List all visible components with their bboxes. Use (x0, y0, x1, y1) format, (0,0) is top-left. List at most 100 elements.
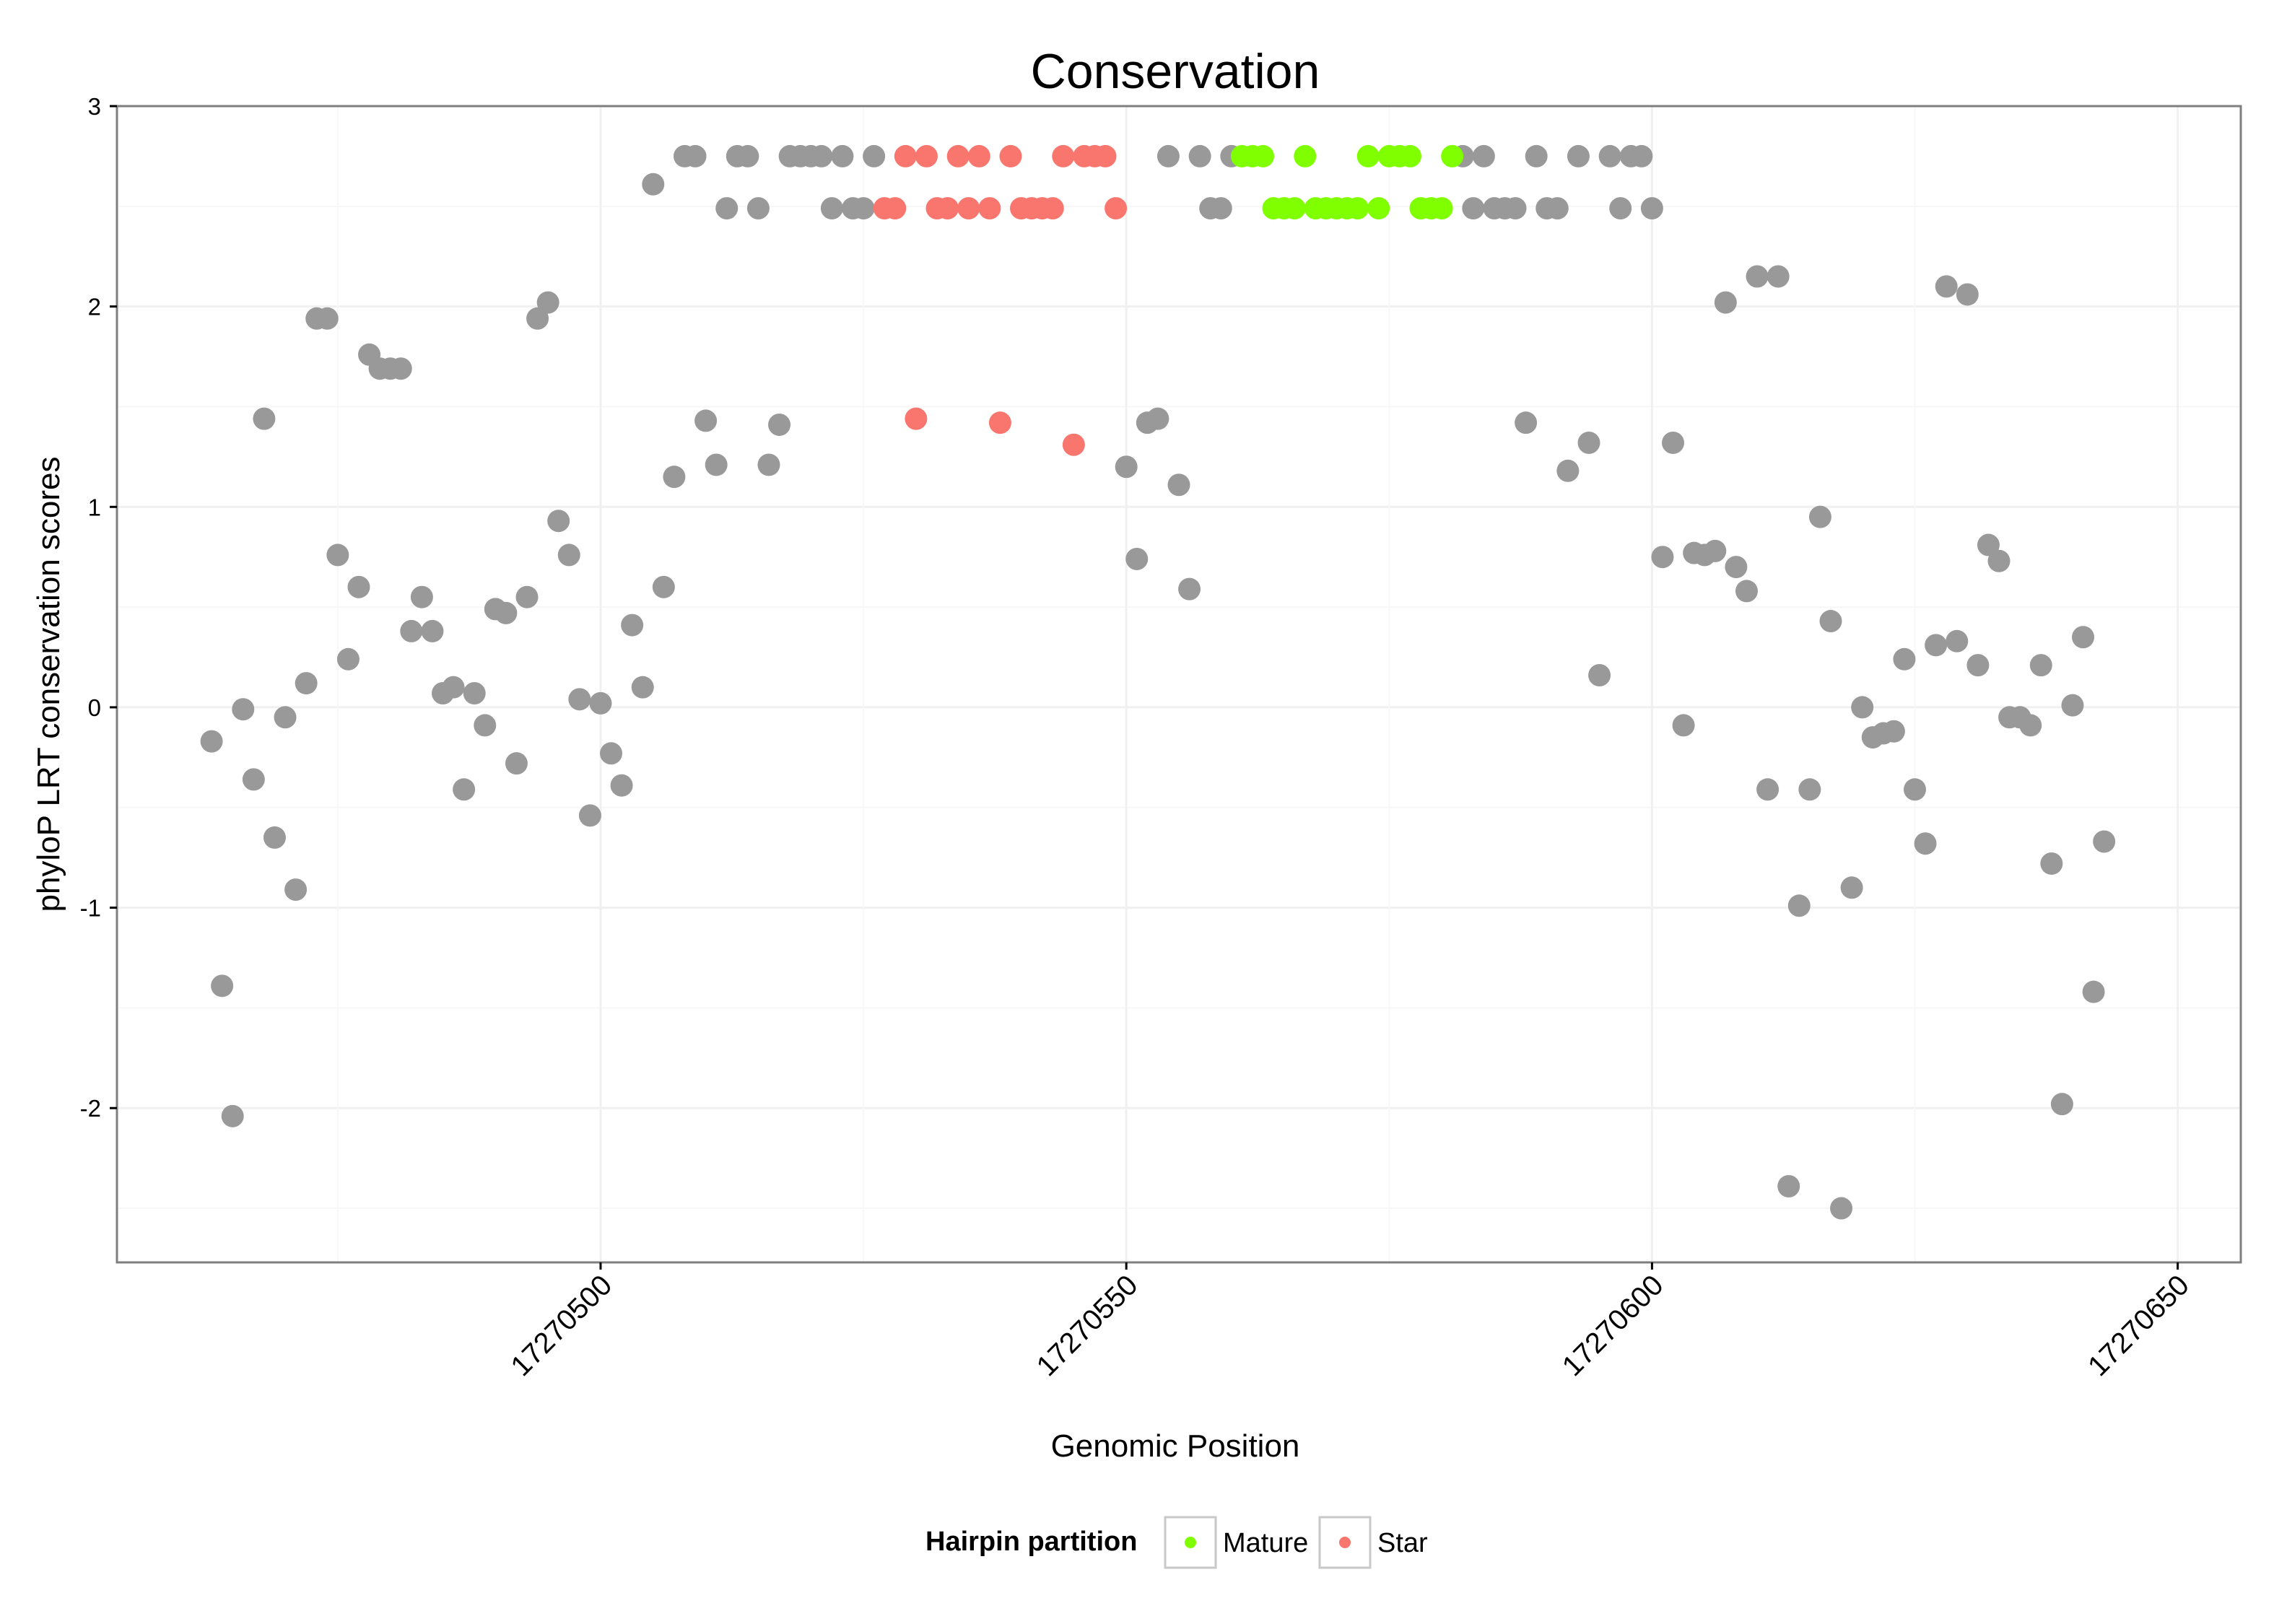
data-point-other (1882, 720, 1905, 743)
data-point-other (663, 466, 686, 489)
data-point-mature (1346, 197, 1369, 220)
data-point-other (389, 357, 412, 380)
y-tick-label: 2 (88, 294, 101, 320)
data-point-star (1105, 197, 1128, 220)
data-point-other (400, 619, 423, 642)
data-point-star (946, 144, 970, 167)
data-point-other (336, 647, 360, 671)
legend-label-star: Star (1377, 1528, 1428, 1558)
data-point-mature (1252, 144, 1275, 167)
data-point-other (1156, 144, 1180, 167)
data-point-other (652, 575, 675, 598)
data-point-star (905, 407, 928, 430)
data-point-other (1504, 197, 1527, 220)
y-tick-label: -2 (80, 1095, 101, 1122)
data-point-mature (1398, 144, 1421, 167)
y-tick-label: -1 (80, 895, 101, 922)
legend-key-mature (1185, 1537, 1196, 1548)
data-point-other (2061, 694, 2084, 717)
data-point-other (1146, 407, 1169, 430)
data-point-other (1462, 197, 1485, 220)
data-point-other (463, 681, 486, 704)
data-point-other (1956, 283, 1979, 306)
data-point-other (1714, 291, 1737, 314)
data-point-other (1640, 197, 1663, 220)
data-point-other (820, 197, 843, 220)
data-point-star (915, 144, 938, 167)
data-point-other (1588, 664, 1611, 687)
data-point-other (1914, 832, 1937, 855)
data-point-other (642, 173, 665, 196)
data-point-other (274, 706, 297, 729)
data-point-other (1609, 197, 1632, 220)
data-points (200, 144, 2116, 1220)
data-point-other (315, 307, 339, 330)
data-point-other (852, 197, 875, 220)
data-point-other (442, 676, 465, 699)
data-point-other (715, 197, 739, 220)
data-point-mature (1367, 197, 1390, 220)
data-point-other (326, 543, 349, 567)
data-point-star (978, 197, 1001, 220)
data-point-other (211, 974, 234, 997)
data-point-other (1756, 778, 1779, 801)
data-point-star (884, 197, 907, 220)
data-point-other (2029, 654, 2052, 677)
data-point-mature (1430, 197, 1453, 220)
data-point-other (757, 453, 780, 476)
data-point-other (1472, 144, 1495, 167)
data-point-other (200, 730, 223, 753)
data-point-other (1904, 778, 1927, 801)
data-point-other (1851, 696, 1874, 719)
data-point-other (2082, 980, 2105, 1003)
data-point-other (1115, 455, 1138, 479)
data-point-other (1577, 431, 1600, 454)
data-point-other (1546, 197, 1569, 220)
data-point-other (515, 585, 539, 608)
data-point-star (1094, 144, 1117, 167)
data-point-other (1966, 654, 1990, 677)
data-point-star (967, 144, 990, 167)
data-point-other (1704, 539, 1727, 562)
data-point-other (1209, 197, 1232, 220)
data-point-other (610, 774, 633, 797)
data-point-other (347, 575, 370, 598)
data-point-other (547, 510, 570, 533)
data-point-other (1893, 647, 1916, 671)
data-point-other (1651, 546, 1674, 569)
data-point-other (526, 307, 549, 330)
data-point-other (1125, 547, 1149, 570)
data-point-other (1672, 714, 1695, 737)
data-point-other (1662, 431, 1685, 454)
data-point-other (505, 752, 528, 775)
data-point-other (1525, 144, 1548, 167)
data-point-other (1188, 144, 1211, 167)
data-point-other (1925, 634, 1948, 657)
data-point-other (631, 676, 654, 699)
data-point-other (621, 614, 644, 637)
data-point-other (421, 619, 444, 642)
x-axis-title: Genomic Position (1051, 1428, 1300, 1464)
data-point-other (2093, 830, 2116, 853)
data-point-mature (1356, 144, 1380, 167)
data-point-star (999, 144, 1022, 167)
data-point-other (768, 413, 791, 436)
data-point-other (1977, 533, 2000, 556)
data-point-other (1167, 473, 1190, 497)
data-point-other (736, 144, 759, 167)
data-point-other (600, 742, 623, 765)
legend-items: Mature Star (1164, 1516, 1428, 1569)
data-point-other (705, 453, 728, 476)
data-point-other (242, 768, 265, 791)
data-point-star (1052, 144, 1075, 167)
data-point-other (1819, 610, 1842, 633)
data-point-mature (1441, 144, 1464, 167)
data-point-other (746, 197, 770, 220)
data-point-other (1567, 144, 1590, 167)
data-point-other (232, 698, 255, 721)
data-point-other (2050, 1093, 2073, 1116)
data-point-other (831, 144, 854, 167)
data-point-other (557, 543, 580, 567)
